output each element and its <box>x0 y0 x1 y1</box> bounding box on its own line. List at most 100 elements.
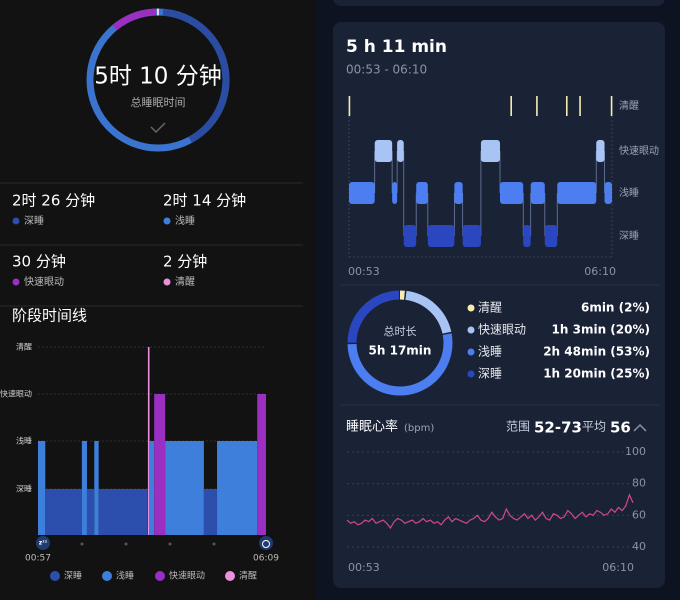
hr-unit: (bpm) <box>404 423 434 434</box>
check-icon <box>150 122 166 134</box>
sleep-icon <box>36 536 50 550</box>
stage-bar <box>348 96 351 116</box>
stage-bar <box>480 140 500 162</box>
legend-label: 清醒 <box>239 570 257 582</box>
donut-segment <box>347 290 453 396</box>
stage-bar <box>596 140 605 162</box>
stat-value: 2时 14 分钟 <box>163 192 246 210</box>
legend-label: 深睡 <box>64 570 82 582</box>
stat-label: 快速眼动 <box>24 276 64 288</box>
sleep-icon-glyph: zᶻᶻ <box>39 540 48 547</box>
legend-swatch <box>467 370 475 378</box>
stage-bar <box>416 182 428 204</box>
summary-ring <box>86 8 230 152</box>
y-tick-label: 100 <box>625 445 646 458</box>
hr-range-label: 范围 <box>506 420 530 434</box>
level-label: 清醒 <box>16 342 32 352</box>
stage-bar <box>38 441 46 535</box>
hr-title: 睡眠心率 <box>346 419 398 435</box>
legend-swatch <box>467 348 475 356</box>
stage-bar <box>454 182 463 204</box>
hr-avg-value: 56 <box>610 419 631 437</box>
time-label: 00:53 <box>348 265 380 278</box>
legend-value: 1h 20min (25%) <box>543 367 650 381</box>
legend-label: 浅睡 <box>478 345 502 359</box>
legend-swatch <box>155 571 165 581</box>
stage-bar <box>579 96 581 116</box>
stage-bar <box>149 441 155 535</box>
stat-dot <box>12 278 20 286</box>
legend-label: 浅睡 <box>116 570 134 582</box>
stage-bar <box>604 182 612 204</box>
stage-bar <box>98 489 148 535</box>
y-tick-label: 40 <box>632 540 646 553</box>
level-label: 快速眼动 <box>0 389 32 399</box>
level-label: 深睡 <box>619 229 639 242</box>
legend-swatch <box>467 304 475 312</box>
stage-bar <box>510 96 512 116</box>
alarm-icon-glyph <box>262 540 270 548</box>
legend-label: 清醒 <box>478 301 502 315</box>
timeline-title: 阶段时间线 <box>12 307 87 325</box>
stage-bar <box>610 96 613 116</box>
time-label: 06:09 <box>253 554 279 564</box>
time-label: 06:10 <box>584 265 616 278</box>
stage-bar <box>403 225 417 247</box>
collapse-icon[interactable] <box>633 423 647 432</box>
level-label: 深睡 <box>16 485 32 494</box>
legend-swatch <box>50 571 60 581</box>
stage-bar <box>94 441 99 535</box>
stat-label: 浅睡 <box>175 214 195 227</box>
stage-bar <box>165 441 204 535</box>
stage-bar <box>154 394 166 535</box>
donut-value: 5h 17min <box>369 344 432 358</box>
legend-label: 快速眼动 <box>169 570 205 582</box>
y-tick-label: 60 <box>632 508 646 521</box>
legend-value: 2h 48min (53%) <box>543 345 650 359</box>
hr-avg-label: 平均 <box>582 420 606 434</box>
stat-dot <box>163 278 171 286</box>
sleep-card <box>333 22 665 588</box>
level-label: 清醒 <box>619 99 639 112</box>
stage-bar <box>565 96 568 116</box>
level-label: 浅睡 <box>16 436 32 446</box>
stage-bar <box>536 96 538 116</box>
donut-label: 总时长 <box>384 324 417 338</box>
stat-value: 2时 26 分钟 <box>12 192 95 210</box>
heart-rate-line <box>346 493 634 530</box>
stage-bar <box>530 182 545 204</box>
legend-swatch <box>102 571 112 581</box>
stat-label: 清醒 <box>175 275 195 288</box>
stage-bar <box>86 489 95 535</box>
x-tick-label: 06:10 <box>602 561 634 574</box>
top-card <box>333 0 665 6</box>
total-sleep-label: 总睡眠时间 <box>131 95 186 109</box>
stage-bar <box>397 140 404 162</box>
stat-label: 深睡 <box>24 214 44 227</box>
stage-bar <box>257 394 266 535</box>
stage-bar <box>374 140 393 162</box>
stage-bar <box>392 182 398 204</box>
stage-bar <box>499 182 524 204</box>
level-label: 快速眼动 <box>619 145 659 157</box>
level-label: 浅睡 <box>619 186 639 199</box>
y-tick-label: 80 <box>632 477 646 490</box>
stage-bar <box>349 182 375 204</box>
legend-swatch <box>225 571 235 581</box>
stage-bar <box>45 489 82 535</box>
duration: 5 h 11 min <box>346 37 447 57</box>
stage-bar <box>81 441 87 535</box>
stage-bar <box>557 182 597 204</box>
timeline-dots <box>80 542 216 546</box>
stage-bar <box>147 347 150 535</box>
stat-dot <box>12 217 20 225</box>
stage-bar <box>217 441 258 535</box>
total-sleep: 5时 10 分钟 <box>94 64 222 90</box>
legend-swatch <box>467 326 475 334</box>
time-range: 00:53 - 06:10 <box>346 63 427 77</box>
legend-label: 快速眼动 <box>478 323 526 337</box>
legend-value: 6min (2%) <box>581 301 650 315</box>
stage-bar <box>427 225 455 247</box>
stage-bar <box>462 225 481 247</box>
